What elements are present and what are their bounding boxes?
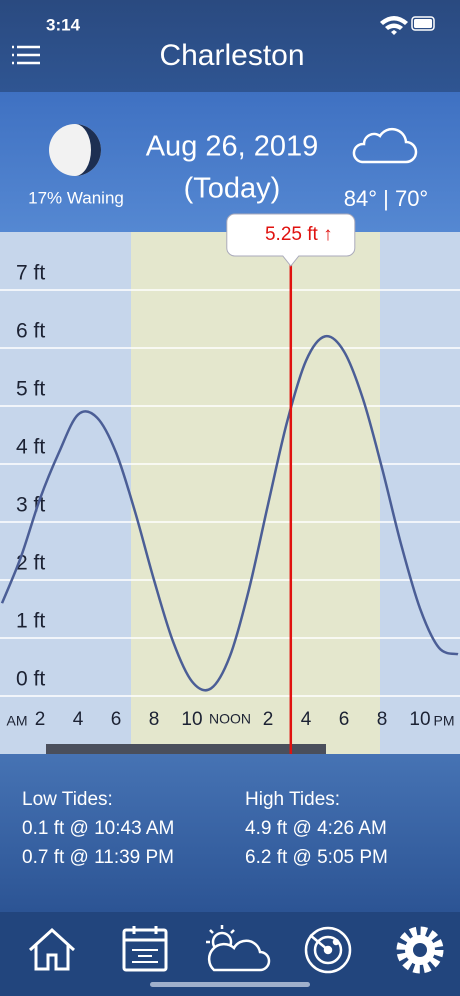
calendar-tab[interactable] [122,926,168,972]
x-tick-label: 4 [73,709,84,730]
high-tide-entry: 4.9 ft @ 4:26 AM [245,818,387,839]
am-label: AM [7,713,28,729]
weather-tab[interactable] [206,925,271,972]
x-tick-label: 10 [409,709,430,730]
cursor-label: 5.25 ft ↑ [265,224,333,245]
y-tick-label: 3 ft [16,494,45,517]
x-tick-label: 10 [181,709,202,730]
x-tick-label: 4 [301,709,312,730]
y-tick-label: 1 ft [16,610,45,633]
tide-chart: 0 ft 1 ft 2 ft 3 ft 4 ft 5 ft 6 ft 7 ft 2 4 6 8 10 NO… [0,232,460,754]
scroll-indicator [46,744,326,754]
x-tick-label: 8 [377,709,388,730]
y-tick-label: 4 ft [16,436,45,459]
y-tick-label: 2 ft [16,552,45,575]
header-bg [0,0,460,92]
low-tide-entry: 0.7 ft @ 11:39 PM [22,847,174,868]
location-title: Charleston [159,39,304,72]
high-tides-title: High Tides: [245,789,340,810]
y-tick-label: 7 ft [16,262,45,285]
date: Aug 26, 2019 [146,131,319,163]
moon-icon [49,124,101,176]
x-tick-label: NOON [209,711,251,727]
y-tick-label: 6 ft [16,320,45,343]
tide-curve [0,334,459,692]
status-time: 3:14 [46,15,81,34]
settings-tab[interactable] [396,926,444,974]
x-tick-label: 6 [111,709,122,730]
menu-button[interactable] [12,45,40,65]
day: (Today) [184,173,281,205]
low-tide-entry: 0.1 ft @ 10:43 AM [22,818,174,839]
high-tide-entry: 6.2 ft @ 5:05 PM [245,847,388,868]
x-tick-label: 6 [339,709,350,730]
y-tick-label: 5 ft [16,378,45,401]
moon-phase: 17% Waning [28,188,124,207]
x-tick-label: 2 [263,709,274,730]
temperature: 84° | 70° [344,186,428,211]
cursor-callout [226,213,356,267]
daylight-band [131,232,380,754]
y-tick-label: 0 ft [16,668,45,691]
x-tick-label: 2 [35,709,46,730]
status-icons [380,16,435,35]
weather-icon [352,127,418,164]
x-tick-label: 8 [149,709,160,730]
radar-tab[interactable] [304,926,352,974]
pm-label: PM [434,713,455,729]
home-indicator [150,982,310,987]
tides-panel [0,754,460,912]
low-tides-title: Low Tides: [22,789,113,810]
home-tab[interactable] [28,927,76,971]
